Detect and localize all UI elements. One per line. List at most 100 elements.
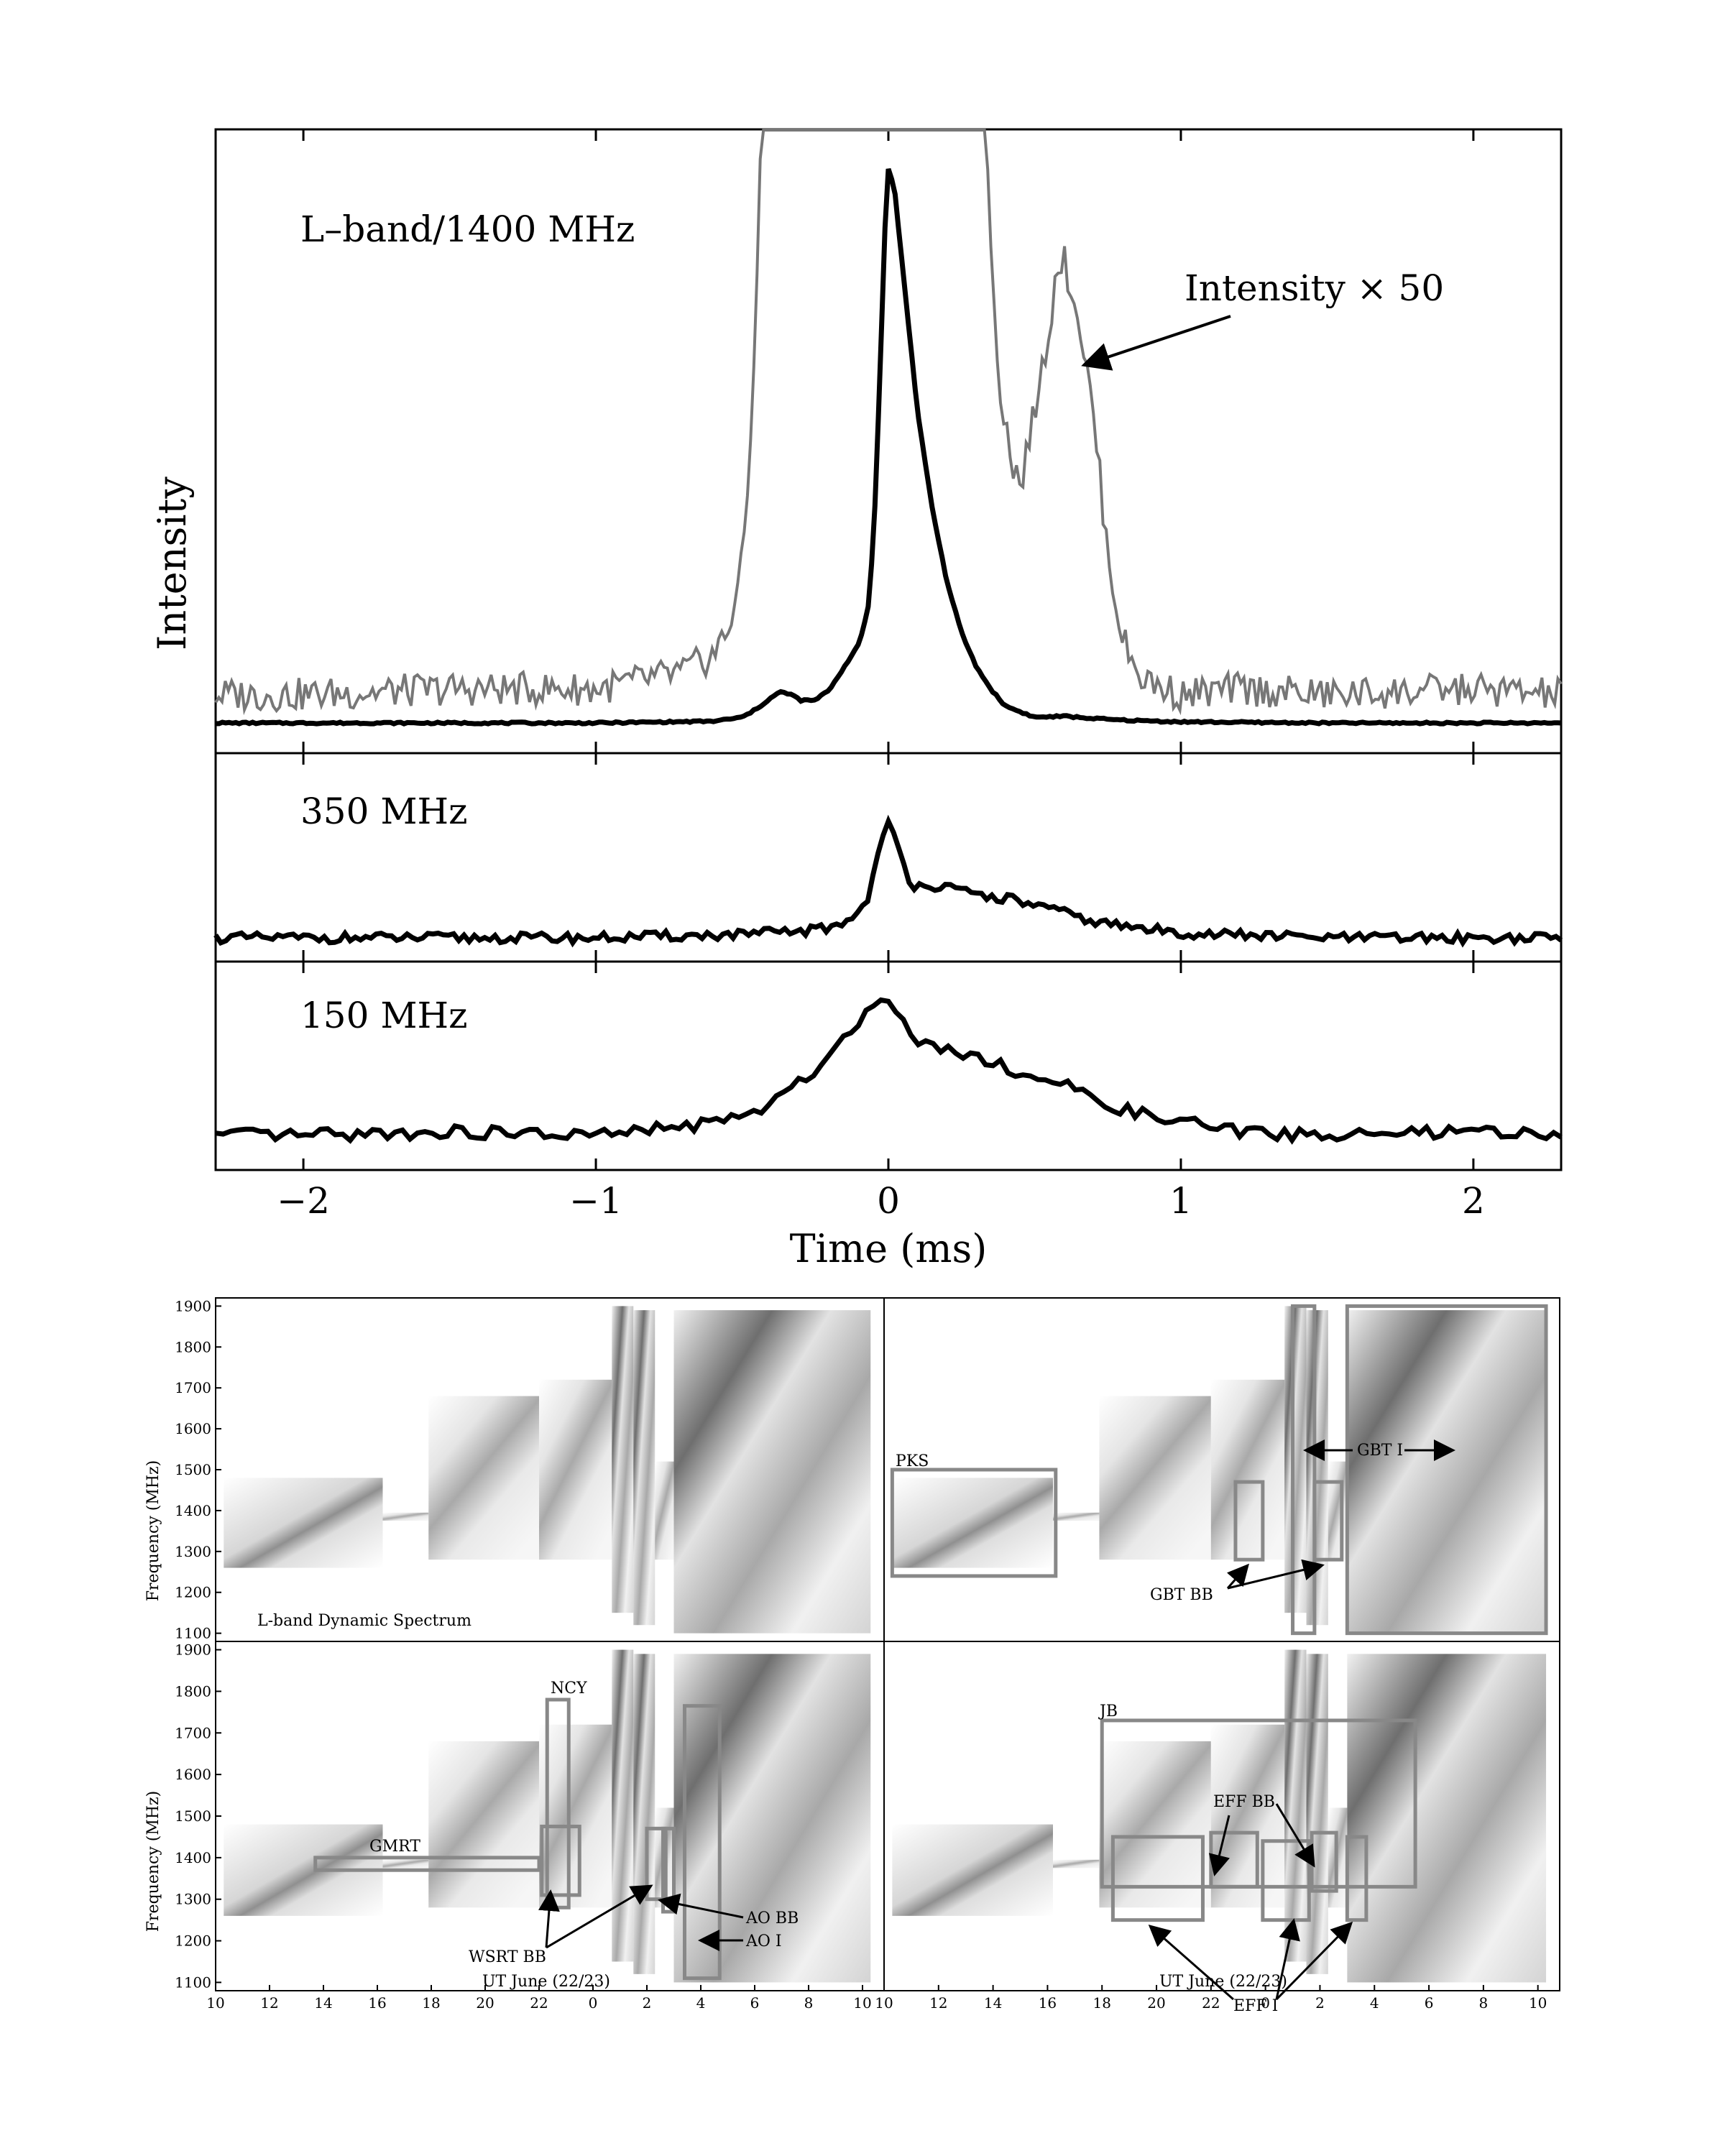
panel-150-frame: [214, 960, 1563, 1171]
spectrum-block: [1210, 1724, 1285, 1908]
observation-box: [1110, 1835, 1205, 1922]
ut-tick-label: 10: [853, 1994, 871, 2012]
x-axis-label: Time (ms): [790, 1226, 988, 1271]
freq-tick-label: 1100: [175, 1973, 211, 1991]
spectrum-block: [428, 1741, 539, 1908]
arrow-label-eff-bb: EFF BB: [1213, 1793, 1275, 1811]
ut-tick-label: 6: [750, 1994, 760, 2012]
y-axis-label: Intensity: [150, 476, 195, 650]
spectrum-block: [1053, 1512, 1100, 1521]
spectrum-block: [428, 1396, 539, 1560]
ut-tick-label: 20: [1147, 1994, 1165, 2012]
freq-tick-label: 1600: [175, 1766, 211, 1783]
spectrum-block: [1347, 1310, 1547, 1634]
spectrum-block: [673, 1310, 871, 1634]
arrow-label-wsrt-bb: WSRT BB: [469, 1948, 546, 1966]
ut-tick-label: 18: [422, 1994, 440, 2012]
freq-tick-label: 1700: [175, 1724, 211, 1741]
panel-350-frame: [214, 752, 1563, 963]
series-150mhz: [215, 997, 1563, 1145]
ut-tick-label: 8: [804, 1994, 814, 2012]
spectrum-block: [612, 1306, 634, 1613]
time-tick-label: 1: [1169, 1180, 1192, 1222]
arrow-label-eff-i: EFF I: [1233, 1997, 1278, 2015]
ut-tick-label: 0: [589, 1994, 598, 2012]
ut-tick-label: 12: [260, 1994, 278, 2012]
ut-tick-label: 8: [1479, 1994, 1489, 2012]
observation-box: [683, 1704, 722, 1981]
time-tick-label: −2: [277, 1180, 330, 1222]
spectrum-block: [539, 1379, 612, 1560]
spectrum-block: [1284, 1649, 1307, 1962]
ut-tick-label: 22: [530, 1994, 548, 2012]
observation-box: [1233, 1480, 1265, 1562]
observation-box: [1345, 1304, 1548, 1636]
ut-tick-label: 4: [1370, 1994, 1379, 2012]
spectrum-block: [1099, 1396, 1211, 1560]
spectrum-block: [382, 1859, 429, 1869]
series-lband: [216, 168, 1562, 727]
ut-label-left: UT June (22/23): [482, 1973, 610, 1991]
box-label-pks: PKS: [896, 1452, 929, 1470]
freq-tick-label: 1500: [175, 1461, 211, 1478]
box-label-gmrt: GMRT: [369, 1838, 420, 1856]
time-ticks: −2 −1 0 1 2: [277, 129, 1485, 1222]
spectrum-block: [539, 1724, 612, 1908]
ut-tick-label: 2: [1315, 1994, 1325, 2012]
observation-box: [890, 1468, 1058, 1578]
spectrum-block: [633, 1654, 656, 1974]
freq-tick-label: 1900: [175, 1641, 211, 1659]
ut-tick-label: 0: [1261, 1994, 1270, 2012]
spectrum-block: [1347, 1654, 1547, 1983]
freq-tick-label: 1800: [175, 1338, 211, 1355]
observation-box: [1345, 1835, 1368, 1922]
time-tick-label: −1: [569, 1180, 622, 1222]
freq-tick-label: 1500: [175, 1807, 211, 1825]
spectrum-panel: [883, 1641, 1560, 1991]
spectrum-block: [1306, 1654, 1328, 1974]
observation-box: [1312, 1480, 1344, 1562]
label-350: 350 MHz: [300, 791, 467, 832]
spectrum-frame: [883, 1641, 1560, 1991]
arrow-ao-bb: [658, 1893, 744, 1919]
arrow-label-gbt-bb: GBT BB: [1150, 1586, 1213, 1604]
freq-tick-label: 1600: [175, 1420, 211, 1437]
spectrum-block: [382, 1512, 429, 1521]
dynamic-spectrum-label: L-band Dynamic Spectrum: [257, 1612, 472, 1630]
freq-tick-label: 1700: [175, 1379, 211, 1396]
annotation-arrow: [1081, 315, 1231, 371]
observation-box: [1291, 1304, 1317, 1636]
dynamic-spectra: 1100120013001400150016001700180019001100…: [144, 1297, 1560, 2015]
spectrum-panel: [215, 1641, 885, 1991]
observation-box: [313, 1856, 541, 1872]
ut-tick-label: 4: [696, 1994, 706, 2012]
observation-box: [645, 1826, 668, 1902]
ut-label-right: UT June (22/23): [1159, 1973, 1287, 1991]
ut-tick-label: 14: [314, 1994, 332, 2012]
label-lband: L–band/1400 MHz: [300, 208, 635, 250]
arrow-wsrt-bb-1: [538, 1889, 560, 1948]
freq-tick-label: 1300: [175, 1891, 211, 1908]
ut-tick-label: 18: [1092, 1994, 1110, 2012]
series-350mhz: [213, 814, 1563, 948]
label-150: 150 MHz: [300, 995, 467, 1036]
pulse-profiles: −2 −1 0 1 2 L–band/1400 MHz 350 MHz 150 MHz …: [150, 128, 1563, 1271]
arrow-wsrt-bb-2: [546, 1884, 653, 1949]
freq-tick-label: 1400: [175, 1849, 211, 1866]
arrow-label-ao-i: AO I: [745, 1932, 782, 1950]
freq-tick-label: 1200: [175, 1584, 211, 1601]
ut-tick-label: 10: [206, 1994, 224, 2012]
time-tick-label: 2: [1462, 1180, 1485, 1222]
spectrum-block: [1284, 1306, 1307, 1613]
freq-label-bottom: Frequency (MHz): [144, 1791, 162, 1932]
ut-tick-label: 20: [476, 1994, 494, 2012]
arrow-eff-i-2: [1275, 1918, 1300, 2000]
spectrum-block: [1210, 1379, 1285, 1560]
ut-tick-label: 10: [875, 1994, 893, 2012]
spectrum-block: [655, 1461, 674, 1560]
spectrum-block: [1099, 1741, 1211, 1908]
ut-tick-label: 12: [929, 1994, 947, 2012]
freq-tick-label: 1300: [175, 1543, 211, 1560]
ut-tick-label: 10: [1529, 1994, 1547, 2012]
